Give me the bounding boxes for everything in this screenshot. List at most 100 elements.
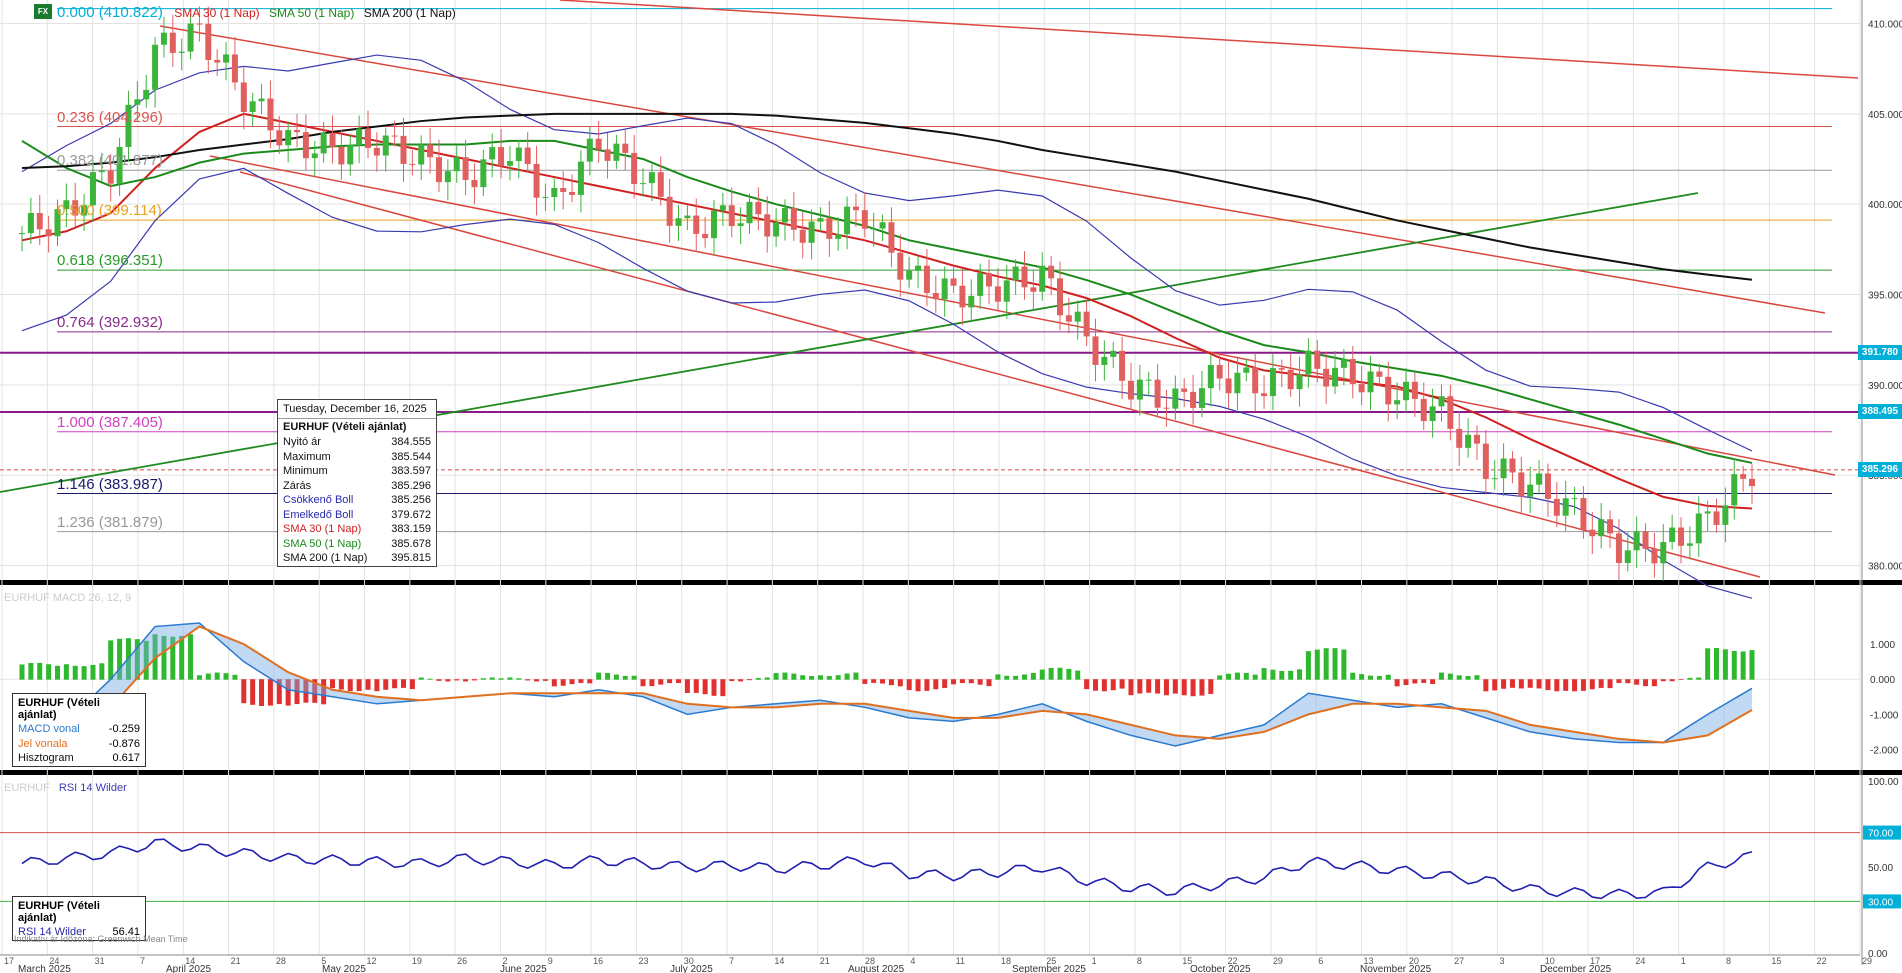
x-day-tick: 24 — [49, 956, 59, 966]
x-month-label: November 2025 — [1360, 964, 1432, 973]
macd-hist-bar — [170, 636, 176, 680]
macd-hist-bar — [1634, 679, 1640, 685]
sma30-legend[interactable]: SMA 30 (1 Nap) — [174, 6, 260, 20]
macd-hist-bar — [658, 679, 664, 685]
candle-body — [1136, 379, 1143, 400]
candle-body — [294, 130, 301, 133]
x-day-tick: 16 — [593, 956, 603, 966]
candle-body — [187, 23, 194, 52]
rsi-panel-plot: 100.00 70.00 50.00 30.00 0.00 — [0, 777, 1901, 960]
macd-hist-bar — [1022, 674, 1028, 680]
candle-body — [382, 135, 389, 156]
macd-hist-bar — [134, 639, 140, 680]
macd-hist-bar — [622, 675, 628, 680]
price-axis-tick: 390.000 — [1868, 381, 1902, 392]
x-day-tick: 10 — [1545, 956, 1555, 966]
macd-hist-bar — [1305, 651, 1311, 680]
candle-body — [888, 222, 895, 253]
macd-hist-bar — [1589, 679, 1595, 690]
macd-hist-bar — [1199, 679, 1205, 696]
macd-hist-bar — [161, 635, 167, 680]
macd-hist-bar — [1554, 679, 1560, 692]
candle-body — [1252, 367, 1259, 394]
candle-body — [98, 170, 105, 173]
x-day-tick: 17 — [4, 956, 14, 966]
macd-hist-bar — [1740, 651, 1746, 680]
x-day-tick: 1 — [1092, 956, 1097, 966]
macd-hist-bar — [977, 679, 983, 685]
legend-row-label: Zárás — [283, 479, 312, 492]
trendline-channel-top — [159, 25, 1826, 314]
candle-body — [27, 212, 34, 234]
candle-body — [799, 229, 806, 243]
sma50-legend[interactable]: SMA 50 (1 Nap) — [268, 6, 355, 20]
candle-body — [400, 135, 407, 164]
macd-hist-bar — [418, 677, 424, 680]
candle-body — [1181, 388, 1188, 392]
legend-row: SMA 30 (1 Nap) 383.159 — [278, 522, 436, 537]
macd-hist-bar — [560, 679, 566, 686]
candle-body — [790, 207, 797, 230]
macd-hist-bar — [108, 640, 114, 680]
macd-hist-bar — [649, 679, 655, 687]
legend-row-label: Nyitó ár — [283, 436, 321, 448]
candle-body — [932, 293, 939, 300]
candle-body — [223, 54, 230, 63]
tooltip-title: EURHUF (Vételi ajánlat) — [283, 421, 407, 433]
candle-body — [1305, 350, 1312, 375]
candle-body — [1518, 472, 1525, 497]
macd-hist-bar — [605, 672, 611, 680]
macd-hist-bar — [684, 679, 690, 693]
macd-hist-bar — [995, 674, 1001, 680]
rsi-legend: EURHUF (Vételi ajánlat) RSI 14 Wilder 56.… — [12, 896, 146, 941]
macd-hist-bar — [1447, 673, 1453, 680]
macd-hist-bar — [791, 673, 797, 680]
rsi-header: EURHUF RSI 14 Wilder — [4, 782, 127, 794]
candle-body — [338, 146, 345, 165]
macd-hist-bar — [1359, 674, 1365, 680]
candle-body — [453, 157, 460, 172]
sma200-legend[interactable]: SMA 200 (1 Nap) — [363, 6, 456, 20]
macd-hist-bar — [959, 679, 965, 684]
x-day-tick: 12 — [367, 956, 377, 966]
candle-body — [36, 212, 43, 230]
candle-body — [418, 144, 425, 165]
candle-body — [1261, 393, 1268, 397]
candle-body — [986, 273, 993, 287]
macd-hist-bar — [1403, 679, 1409, 686]
macd-hist-bar — [463, 679, 469, 682]
candle-body — [693, 215, 700, 234]
rsi-axis-tick: 70.00 — [1868, 829, 1893, 840]
x-month-label: September 2025 — [1012, 964, 1086, 973]
candle-body — [81, 205, 88, 216]
macd-hist-bar — [383, 679, 389, 690]
candle-body — [897, 252, 904, 280]
candle-body — [719, 205, 726, 211]
candle-body — [1607, 519, 1614, 534]
candle-body — [231, 54, 238, 83]
candle-body — [950, 278, 957, 286]
macd-hist-bar — [507, 677, 513, 680]
candle-body — [631, 152, 638, 185]
x-day-tick: 8 — [1137, 956, 1142, 966]
fib-label: 0.500 (399.114) — [57, 202, 162, 220]
candle-body — [1411, 381, 1418, 399]
macd-hist-bar — [809, 676, 815, 680]
macd-hist-bar — [755, 678, 761, 680]
candle-body — [1615, 533, 1622, 563]
macd-hist-bar — [826, 676, 832, 680]
macd-hist-bar — [321, 679, 327, 705]
macd-hist-bar — [1128, 679, 1134, 696]
macd-hist-bar — [72, 665, 78, 680]
macd-hist-bar — [525, 679, 531, 681]
x-day-tick: 14 — [185, 956, 195, 966]
x-day-tick: 24 — [1635, 956, 1645, 966]
macd-hist-bar — [1101, 679, 1107, 692]
x-day-tick: 9 — [548, 956, 553, 966]
legend-row-value: -0.876 — [108, 737, 140, 750]
macd-hist-bar — [773, 673, 779, 680]
legend-row: MACD vonal -0.259 — [13, 722, 145, 737]
legend-row-value: 385.544 — [391, 450, 431, 463]
candle-body — [906, 270, 913, 280]
